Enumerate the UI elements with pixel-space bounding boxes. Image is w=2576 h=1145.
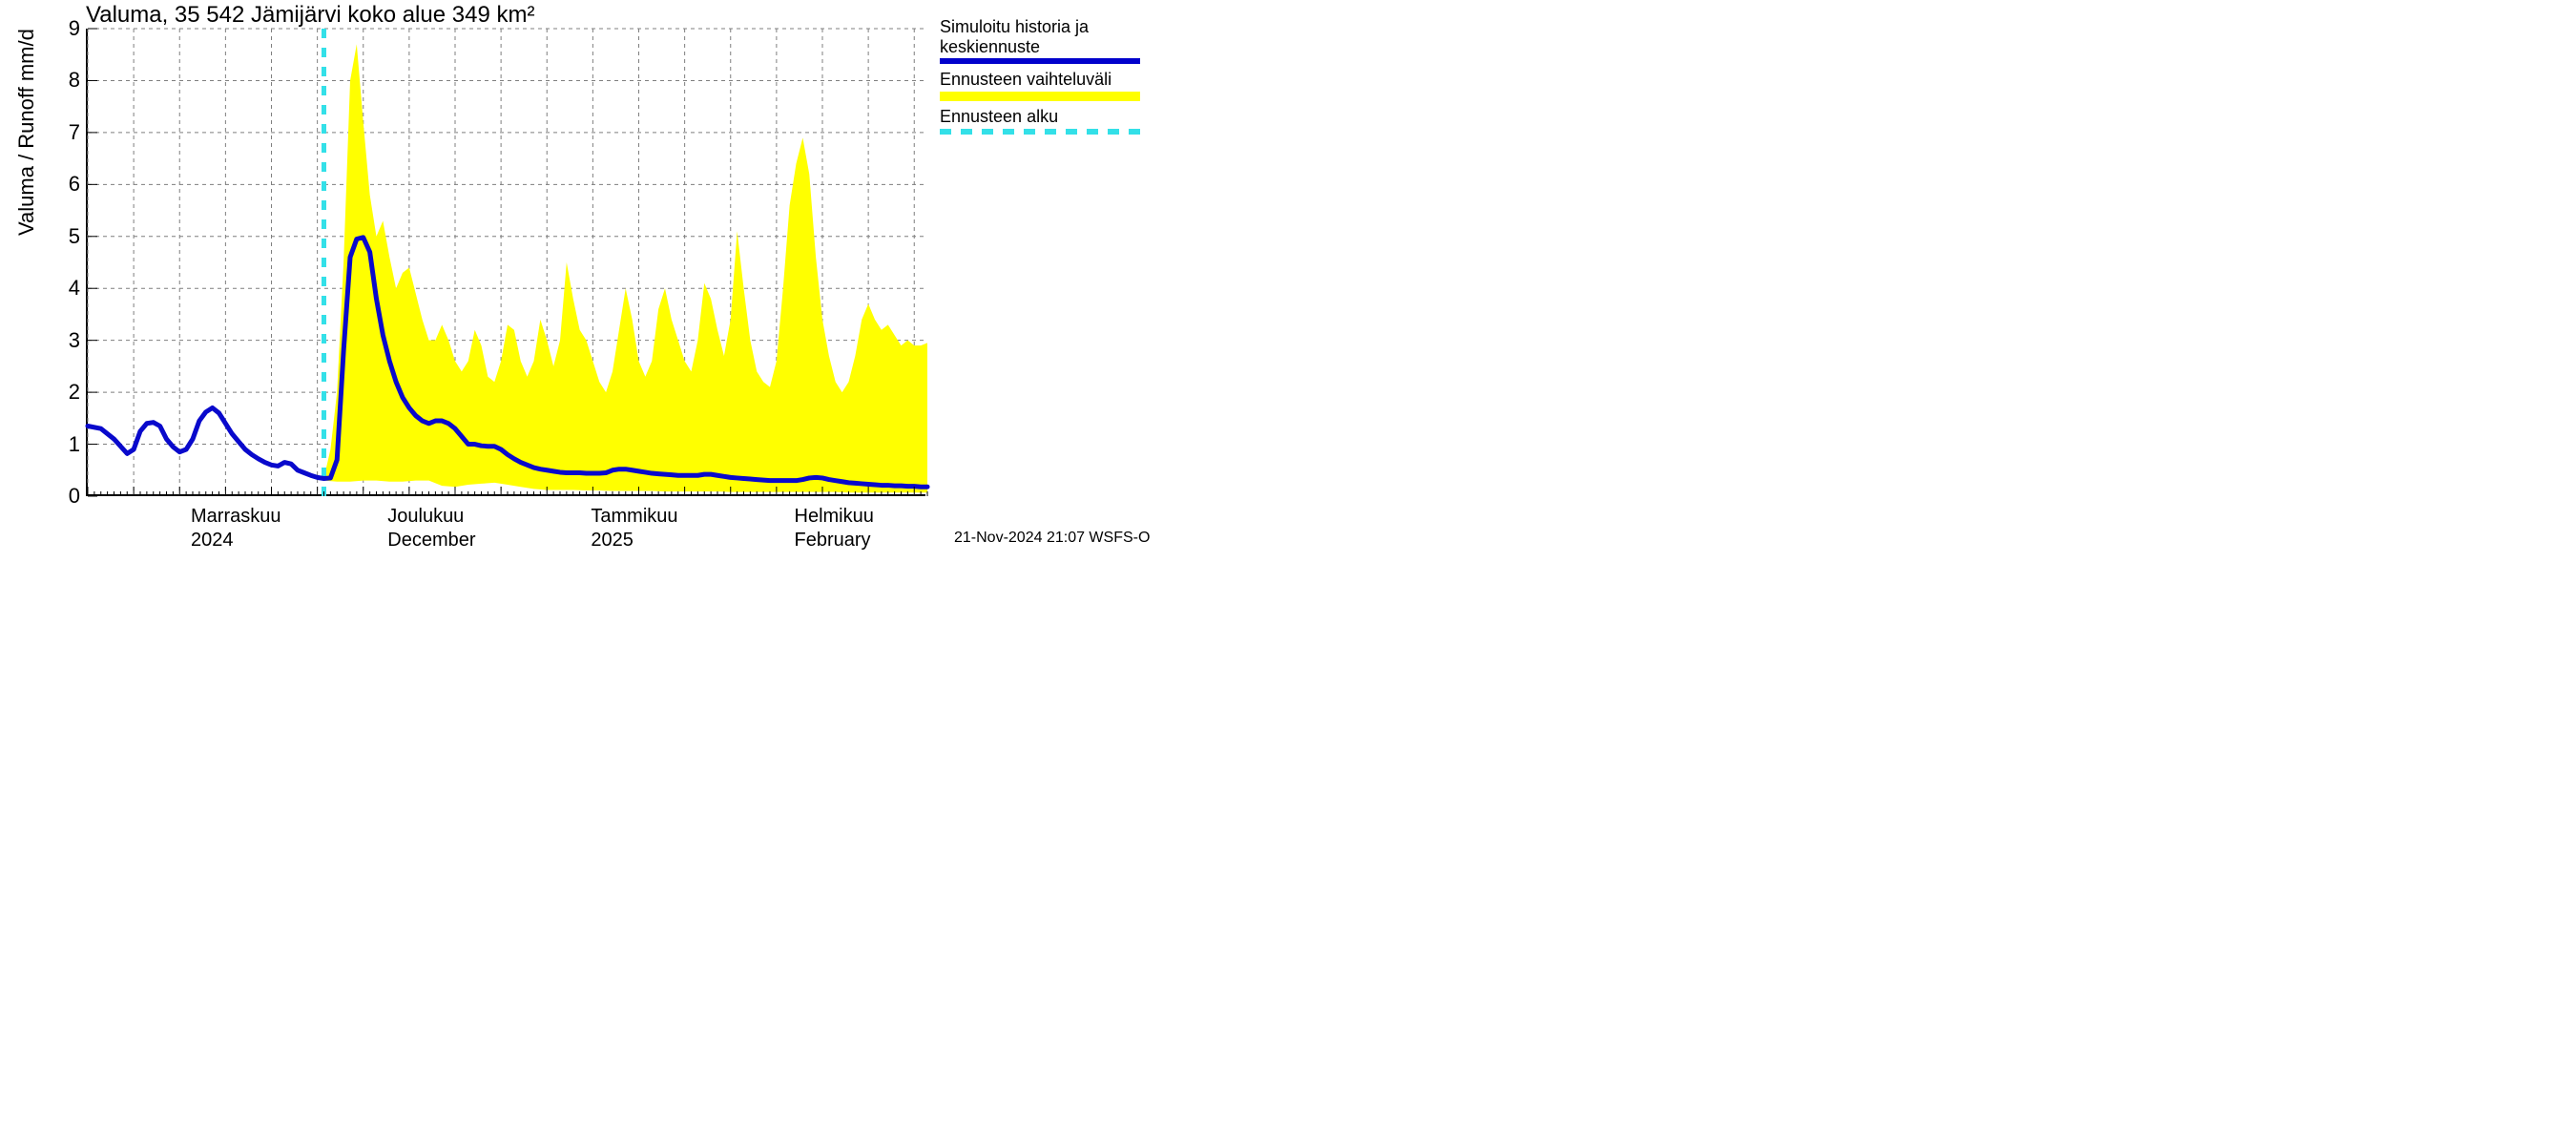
y-tick-label: 5	[69, 224, 80, 249]
x-month-sublabel: February	[795, 530, 871, 552]
y-tick-label: 9	[69, 16, 80, 41]
plot-area	[86, 29, 925, 496]
y-tick-label: 6	[69, 172, 80, 197]
chart-page: Valuma, 35 542 Jämijärvi koko alue 349 k…	[0, 0, 1288, 572]
x-month-label: Tammikuu	[591, 506, 677, 528]
chart-svg	[88, 29, 927, 496]
legend-text: Simuloitu historia ja	[940, 17, 1274, 37]
y-tick-label: 0	[69, 484, 80, 509]
footer-timestamp: 21-Nov-2024 21:07 WSFS-O	[954, 530, 1150, 547]
chart-title: Valuma, 35 542 Jämijärvi koko alue 349 k…	[86, 2, 534, 29]
x-month-sublabel: 2024	[191, 530, 234, 552]
x-month-label: Marraskuu	[191, 506, 280, 528]
legend-swatch	[940, 92, 1140, 101]
legend-text: keskiennuste	[940, 37, 1274, 57]
y-tick-label: 2	[69, 380, 80, 405]
x-month-label: Joulukuu	[387, 506, 464, 528]
y-tick-label: 1	[69, 432, 80, 457]
y-tick-label: 3	[69, 328, 80, 353]
legend-text: Ennusteen alku	[940, 107, 1274, 127]
legend-swatch	[940, 129, 1140, 135]
legend-swatch	[940, 58, 1140, 64]
y-axis-label: Valuma / Runoff mm/d	[14, 29, 39, 236]
legend-item-vaihteluvali: Ennusteen vaihteluväli	[940, 70, 1274, 101]
x-month-sublabel: December	[387, 530, 475, 552]
y-tick-label: 8	[69, 68, 80, 93]
legend-item-historia: Simuloitu historia ja keskiennuste	[940, 17, 1274, 64]
legend-text: Ennusteen vaihteluväli	[940, 70, 1274, 90]
legend: Simuloitu historia ja keskiennuste Ennus…	[940, 17, 1274, 140]
y-tick-label: 7	[69, 120, 80, 145]
x-month-label: Helmikuu	[795, 506, 874, 528]
x-month-sublabel: 2025	[591, 530, 634, 552]
legend-item-alku: Ennusteen alku	[940, 107, 1274, 135]
y-tick-label: 4	[69, 276, 80, 301]
